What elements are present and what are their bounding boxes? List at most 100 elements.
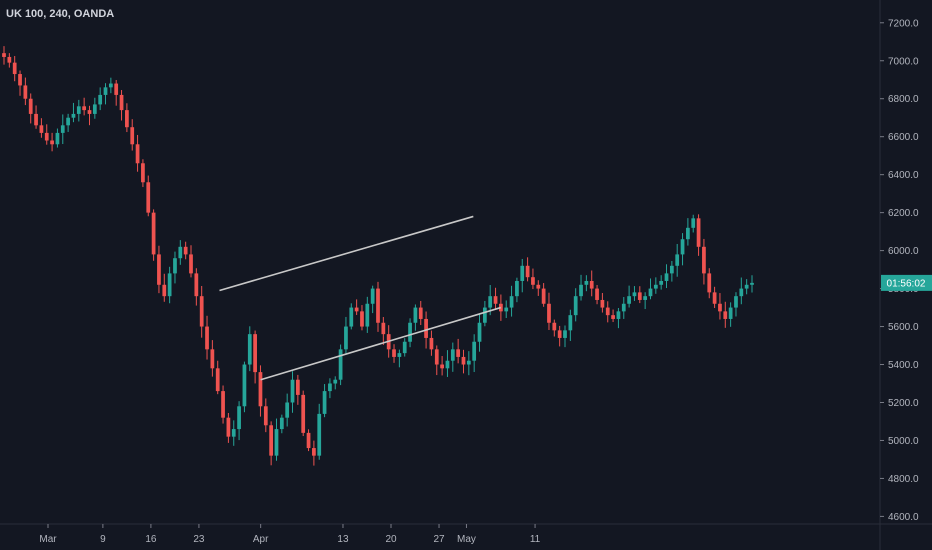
candle-body bbox=[130, 127, 135, 145]
candle-body bbox=[226, 417, 231, 437]
candle-body bbox=[712, 292, 717, 304]
candle-body bbox=[509, 296, 514, 308]
candlestick-series bbox=[2, 46, 754, 466]
candle-body bbox=[723, 311, 728, 319]
y-tick-label: 5000.0 bbox=[888, 436, 919, 447]
candle-body bbox=[263, 406, 268, 426]
x-tick-label: 27 bbox=[433, 534, 445, 545]
y-tick-label: 6600.0 bbox=[888, 132, 919, 143]
y-tick-label: 7200.0 bbox=[888, 18, 919, 29]
x-tick-label: May bbox=[457, 534, 476, 545]
candle-body bbox=[338, 349, 343, 380]
x-tick-label: 23 bbox=[193, 534, 205, 545]
candle-body bbox=[392, 349, 396, 357]
candle-body bbox=[520, 265, 525, 281]
x-tick-label: 13 bbox=[337, 534, 349, 545]
candle-body bbox=[461, 356, 466, 365]
candle-body bbox=[306, 432, 311, 449]
x-tick-label: 11 bbox=[530, 534, 541, 545]
candle-body bbox=[242, 364, 247, 407]
candle-body bbox=[328, 383, 332, 392]
candle-body bbox=[108, 83, 113, 88]
candle-body bbox=[499, 303, 503, 312]
candle-body bbox=[402, 341, 407, 354]
candle-body bbox=[418, 307, 423, 319]
candle-body bbox=[664, 273, 669, 281]
candle-body bbox=[210, 349, 215, 369]
candle-body bbox=[82, 106, 87, 111]
candle-body bbox=[648, 288, 653, 297]
candle-body bbox=[552, 322, 557, 331]
candle-body bbox=[493, 296, 498, 304]
candle-body bbox=[750, 282, 754, 285]
candle-body bbox=[114, 83, 119, 95]
candle-body bbox=[189, 254, 193, 274]
candle-body bbox=[627, 296, 631, 304]
candle-body bbox=[504, 307, 509, 312]
candle-body bbox=[568, 315, 573, 331]
candle-body bbox=[50, 140, 54, 145]
candle-body bbox=[71, 113, 76, 118]
y-tick-label: 5400.0 bbox=[888, 360, 919, 371]
channel-lower-line bbox=[260, 306, 501, 381]
candle-body bbox=[376, 288, 380, 323]
candle-body bbox=[563, 330, 567, 338]
candle-body bbox=[621, 303, 626, 312]
candle-body bbox=[354, 307, 359, 312]
y-tick-label: 6800.0 bbox=[888, 94, 919, 105]
candle-body bbox=[675, 254, 680, 266]
candle-body bbox=[702, 246, 706, 274]
candle-body bbox=[616, 311, 621, 319]
candle-body bbox=[525, 265, 530, 278]
candle-body bbox=[573, 296, 578, 316]
x-tick-label: Mar bbox=[39, 534, 57, 545]
candle-body bbox=[162, 284, 167, 297]
candle-body bbox=[274, 429, 279, 456]
candle-body bbox=[429, 337, 434, 350]
y-tick-label: 5200.0 bbox=[888, 398, 919, 409]
time-axis[interactable]: Mar 9 16 23 Apr 13 20 27 May 11 bbox=[39, 524, 541, 545]
candle-body bbox=[167, 273, 172, 297]
candle-body bbox=[605, 307, 610, 316]
candle-body bbox=[146, 182, 151, 213]
y-tick-label: 4600.0 bbox=[888, 512, 919, 523]
candle-body bbox=[744, 284, 749, 289]
candle-body bbox=[408, 322, 412, 342]
x-tick-label: Apr bbox=[253, 534, 269, 545]
candle-body bbox=[600, 299, 605, 308]
candle-body bbox=[301, 394, 306, 433]
x-tick-label: 16 bbox=[145, 534, 157, 545]
current-time-label: 01:56:02 bbox=[887, 278, 926, 289]
candle-body bbox=[157, 254, 161, 285]
candle-body bbox=[66, 117, 70, 126]
candle-body bbox=[472, 341, 477, 361]
candle-body bbox=[98, 94, 103, 105]
candle-body bbox=[253, 334, 257, 373]
candle-body bbox=[370, 288, 375, 304]
price-tag-box bbox=[881, 274, 932, 291]
candle-body bbox=[477, 322, 482, 342]
candle-body bbox=[92, 104, 97, 114]
candle-body bbox=[365, 303, 370, 327]
candle-body bbox=[7, 56, 12, 63]
candle-body bbox=[456, 349, 461, 357]
channel-upper-line bbox=[219, 215, 474, 292]
candle-body bbox=[12, 62, 17, 75]
trend-channel[interactable] bbox=[219, 215, 501, 381]
candle-body bbox=[76, 106, 81, 114]
candle-body bbox=[381, 322, 386, 335]
candle-body bbox=[279, 417, 284, 430]
candle-body bbox=[547, 303, 551, 323]
y-tick-label: 6400.0 bbox=[888, 170, 919, 181]
candle-body bbox=[344, 326, 348, 350]
candle-body bbox=[536, 284, 541, 289]
candle-body bbox=[55, 132, 60, 145]
candle-body bbox=[23, 85, 28, 99]
candle-body bbox=[44, 132, 49, 141]
candle-body bbox=[199, 296, 204, 327]
candle-body bbox=[450, 349, 455, 361]
candle-body bbox=[215, 368, 220, 392]
candle-body bbox=[183, 246, 188, 255]
